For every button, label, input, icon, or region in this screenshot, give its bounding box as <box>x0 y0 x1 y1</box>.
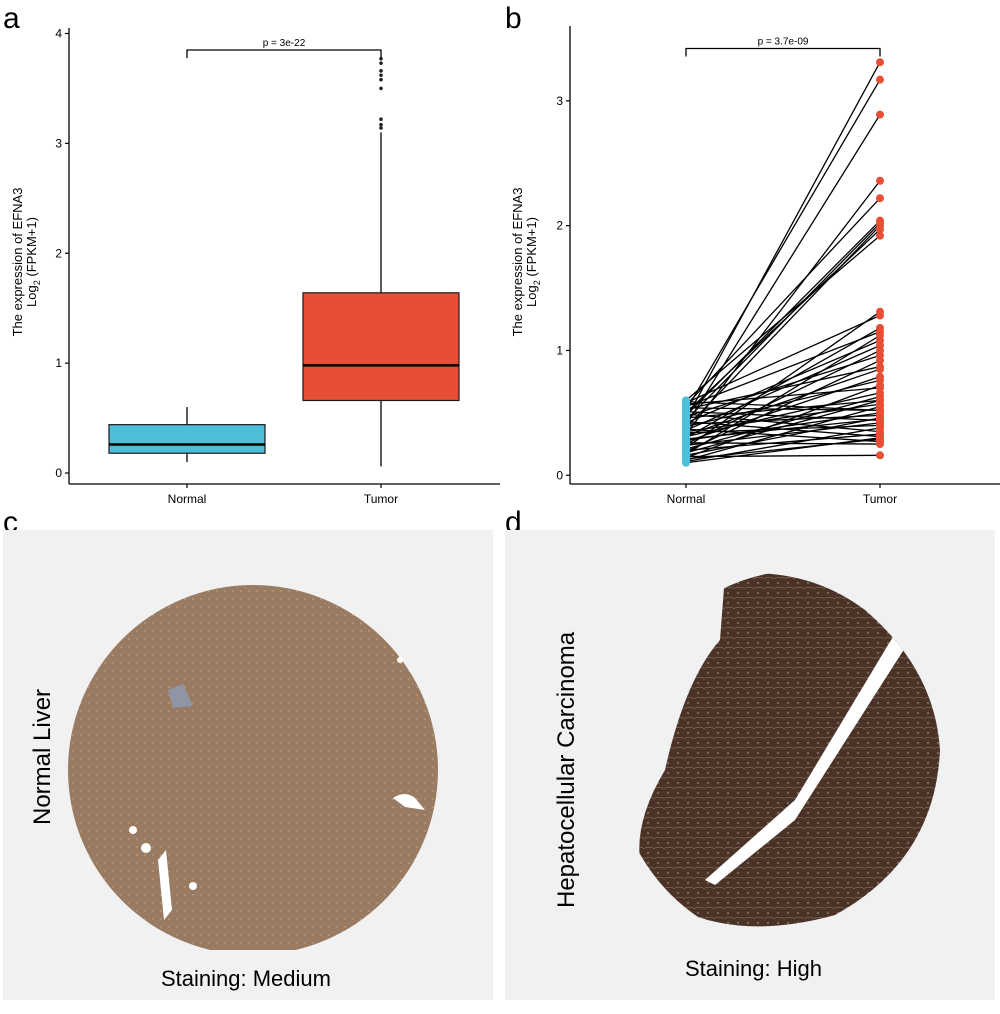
outlier-point <box>379 56 383 61</box>
pair-line <box>685 413 881 433</box>
pair-line <box>685 228 881 414</box>
x-tick-label: Normal <box>168 492 207 506</box>
pair-line <box>685 235 881 401</box>
tumor-point <box>876 225 884 234</box>
x-tick-label: Tumor <box>364 492 398 506</box>
tumor-point <box>876 433 884 442</box>
tumor-point <box>876 406 884 415</box>
tumor-point <box>876 176 884 185</box>
y-tick-label: 3 <box>556 94 563 108</box>
carcinoma-core <box>639 573 941 927</box>
normal-point <box>682 435 690 444</box>
tumor-point <box>876 231 884 240</box>
pair-line <box>685 61 881 420</box>
normal-point <box>682 410 690 419</box>
pair-line <box>685 384 881 459</box>
normal-point <box>682 425 690 434</box>
ihc-panel-normal: Normal Liver Staining: Medium <box>3 530 493 1000</box>
normal-point <box>682 403 690 412</box>
box-normal <box>108 424 266 454</box>
staining-caption: Staining: High <box>685 956 822 981</box>
pair-line <box>685 428 881 443</box>
outlier-point <box>379 69 383 73</box>
outlier-point <box>379 122 383 127</box>
tumor-point <box>876 356 884 365</box>
normal-point <box>682 417 690 426</box>
tissue-label: Hepatocellular Carcinoma <box>553 631 580 908</box>
pair-line <box>685 180 881 435</box>
y-tick-label: 0 <box>55 466 62 480</box>
pair-line <box>685 334 881 455</box>
tumor-point <box>876 75 884 84</box>
pair-line <box>685 368 881 436</box>
pair-line <box>685 79 881 411</box>
pair-line <box>685 197 881 406</box>
tumor-point <box>876 415 884 424</box>
y-axis-unit-label: Log2 (FPKM+1) <box>24 217 42 307</box>
x-tick-label: Normal <box>667 492 706 506</box>
outlier-point <box>379 61 383 65</box>
pair-line <box>685 354 881 418</box>
y-tick-label: 4 <box>55 26 62 40</box>
tumor-point <box>876 396 884 405</box>
pair-line <box>685 311 881 449</box>
outlier-point <box>379 117 383 121</box>
panel-letter-b: b <box>505 2 522 35</box>
outlier-point <box>379 73 383 78</box>
y-axis-label: The expression of EFNA3 <box>510 188 525 337</box>
pair-line <box>685 331 881 408</box>
tumor-point <box>876 451 884 460</box>
staining-caption: Staining: Medium <box>161 966 331 991</box>
pair-line <box>685 418 881 440</box>
tissue-label: Normal Liver <box>29 688 56 825</box>
panel-letter-a: a <box>3 2 20 35</box>
pair-line <box>685 379 881 428</box>
boxplot-chart: 0 1 2 3 4 Normal Tumor The expression of EFNA3… <box>10 26 500 506</box>
y-tick-label: 3 <box>55 136 62 150</box>
tumor-point <box>876 194 884 203</box>
pair-line <box>685 454 881 458</box>
y-axis-unit-label: Log2 (FPKM+1) <box>524 217 542 307</box>
y-tick-label: 1 <box>55 356 62 370</box>
significance-bracket <box>186 49 382 58</box>
tumor-point <box>876 440 884 449</box>
pair-line <box>685 407 881 412</box>
p-value-annotation: p = 3e-22 <box>263 38 306 49</box>
normal-point <box>682 397 690 406</box>
pair-line <box>685 392 881 438</box>
tumor-point <box>876 58 884 67</box>
ihc-panel-tumor: Hepatocellular Carcinoma Staining: High <box>505 530 995 1000</box>
pair-line <box>685 414 881 425</box>
pair-line <box>685 433 881 451</box>
box-tumor <box>302 292 460 402</box>
pair-line <box>685 417 881 456</box>
tumor-point <box>876 311 884 320</box>
pair-line <box>685 399 881 454</box>
x-tick-label: Tumor <box>863 492 897 506</box>
p-value-annotation: p = 3.7e-09 <box>758 36 809 47</box>
pair-line <box>685 387 881 405</box>
significance-bracket <box>685 47 881 57</box>
normal-point <box>682 448 690 457</box>
pair-line <box>685 437 881 464</box>
y-tick-label: 0 <box>556 468 563 482</box>
y-tick-label: 2 <box>55 246 62 260</box>
outlier-point <box>379 86 383 91</box>
tumor-point <box>876 365 884 374</box>
normal-liver-core <box>68 585 438 950</box>
tumor-point <box>876 110 884 119</box>
pair-line <box>685 410 881 422</box>
tissue-core-image <box>68 585 438 950</box>
y-tick-label: 1 <box>556 343 563 357</box>
pair-line <box>685 339 881 424</box>
pair-line <box>685 314 881 404</box>
pair-line <box>685 442 881 445</box>
outlier-point <box>379 77 383 82</box>
y-tick-label: 2 <box>556 219 563 233</box>
normal-point <box>682 458 690 467</box>
tissue-core-image <box>639 573 941 927</box>
y-axis-label: The expression of EFNA3 <box>10 188 25 337</box>
outlier-point <box>379 126 383 130</box>
